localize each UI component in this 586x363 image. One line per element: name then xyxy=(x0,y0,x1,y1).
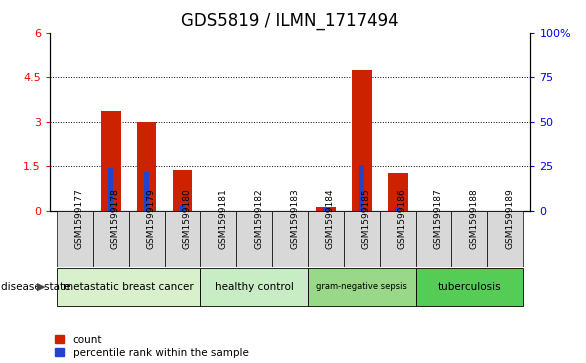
Text: GSM1599186: GSM1599186 xyxy=(398,189,407,249)
Text: GSM1599179: GSM1599179 xyxy=(146,189,156,249)
Bar xyxy=(137,122,156,211)
Bar xyxy=(57,211,93,267)
Bar xyxy=(316,207,336,211)
Title: GDS5819 / ILMN_1717494: GDS5819 / ILMN_1717494 xyxy=(181,12,399,30)
Text: metastatic breast cancer: metastatic breast cancer xyxy=(63,282,194,292)
Bar xyxy=(180,205,185,211)
Bar xyxy=(200,268,308,306)
Text: GSM1599187: GSM1599187 xyxy=(434,189,442,249)
Bar xyxy=(415,268,523,306)
Bar xyxy=(108,168,114,211)
Bar xyxy=(380,211,415,267)
Bar xyxy=(395,207,400,211)
Text: GSM1599180: GSM1599180 xyxy=(182,189,192,249)
Text: GSM1599181: GSM1599181 xyxy=(219,189,227,249)
Text: GSM1599189: GSM1599189 xyxy=(505,189,515,249)
Text: GSM1599183: GSM1599183 xyxy=(290,189,299,249)
Text: GSM1599184: GSM1599184 xyxy=(326,189,335,249)
Text: healthy control: healthy control xyxy=(215,282,294,292)
Bar xyxy=(415,211,451,267)
Bar xyxy=(93,211,129,267)
Bar xyxy=(173,170,192,211)
Bar xyxy=(308,211,344,267)
Text: GSM1599185: GSM1599185 xyxy=(362,189,371,249)
Text: gram-negative sepsis: gram-negative sepsis xyxy=(316,282,407,291)
Bar xyxy=(308,268,415,306)
Bar xyxy=(101,111,121,211)
Text: disease state: disease state xyxy=(1,282,70,292)
Text: GSM1599178: GSM1599178 xyxy=(111,189,120,249)
Bar xyxy=(359,164,364,211)
Bar xyxy=(352,70,372,211)
Bar xyxy=(323,208,329,211)
Bar xyxy=(488,211,523,267)
Bar xyxy=(236,211,272,267)
Text: GSM1599182: GSM1599182 xyxy=(254,189,263,249)
Bar xyxy=(165,211,200,267)
Bar xyxy=(200,211,236,267)
Bar xyxy=(144,172,149,211)
Bar xyxy=(129,211,165,267)
Text: tuberculosis: tuberculosis xyxy=(438,282,501,292)
Bar xyxy=(451,211,488,267)
Bar xyxy=(57,268,200,306)
Bar xyxy=(272,211,308,267)
Bar xyxy=(344,211,380,267)
Text: ▶: ▶ xyxy=(37,282,45,292)
Legend: count, percentile rank within the sample: count, percentile rank within the sample xyxy=(55,335,248,358)
Text: GSM1599188: GSM1599188 xyxy=(469,189,478,249)
Text: GSM1599177: GSM1599177 xyxy=(75,189,84,249)
Bar xyxy=(388,172,407,211)
